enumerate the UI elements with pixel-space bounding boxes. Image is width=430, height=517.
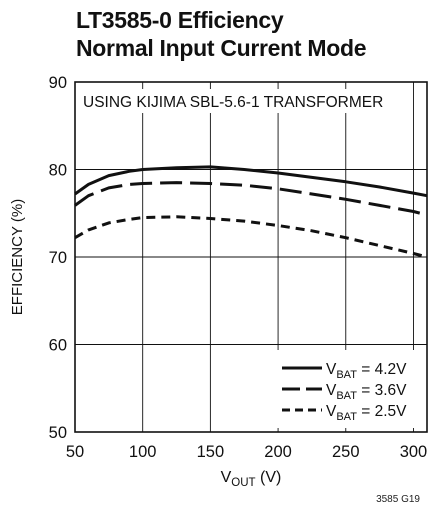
x-tick-label-250: 250 <box>332 443 360 461</box>
x-tick-label-300: 300 <box>400 443 428 461</box>
chart-title-line-1: LT3585-0 Efficiency <box>76 7 284 33</box>
x-axis-label-main: V <box>221 469 232 486</box>
x-axis-label-sub: OUT <box>231 477 255 489</box>
y-tick-label-60: 60 <box>49 337 67 355</box>
x-tick-label-150: 150 <box>197 443 225 461</box>
plot-frame <box>74 81 428 433</box>
legend-label-2: VBAT = 3.6V <box>326 382 407 402</box>
series-lines <box>74 165 428 259</box>
chart-annotation: USING KIJIMA SBL-5.6-1 TRANSFORMER <box>83 94 383 111</box>
chart-title: LT3585-0 Efficiency Normal Input Current… <box>76 6 367 62</box>
series-line-1 <box>74 165 428 198</box>
x-axis-label-suffix: (V) <box>256 469 282 486</box>
figure-code: 3585 G19 <box>376 494 420 505</box>
x-tick-label-50: 50 <box>66 443 84 461</box>
tick-labels: 50 100 150 200 250 300 50 60 70 80 90 <box>49 74 428 461</box>
series-line-2 <box>74 181 428 217</box>
x-tick-label-100: 100 <box>129 443 157 461</box>
annotation-background <box>78 89 408 113</box>
y-tick-label-90: 90 <box>49 74 67 92</box>
legend-label-3: VBAT = 2.5V <box>326 403 407 423</box>
series-line-3 <box>74 215 428 259</box>
y-tick-label-70: 70 <box>49 249 67 267</box>
legend-label-1: VBAT = 4.2V <box>326 361 407 381</box>
chart-title-line-2: Normal Input Current Mode <box>76 35 367 61</box>
x-axis-label: VOUT (V) <box>221 469 282 489</box>
legend-background <box>276 350 425 428</box>
y-axis-label: EFFICIENCY (%) <box>9 199 26 315</box>
y-tick-label-80: 80 <box>49 162 67 180</box>
y-tick-label-50: 50 <box>49 424 67 442</box>
x-tick-label-200: 200 <box>264 443 292 461</box>
